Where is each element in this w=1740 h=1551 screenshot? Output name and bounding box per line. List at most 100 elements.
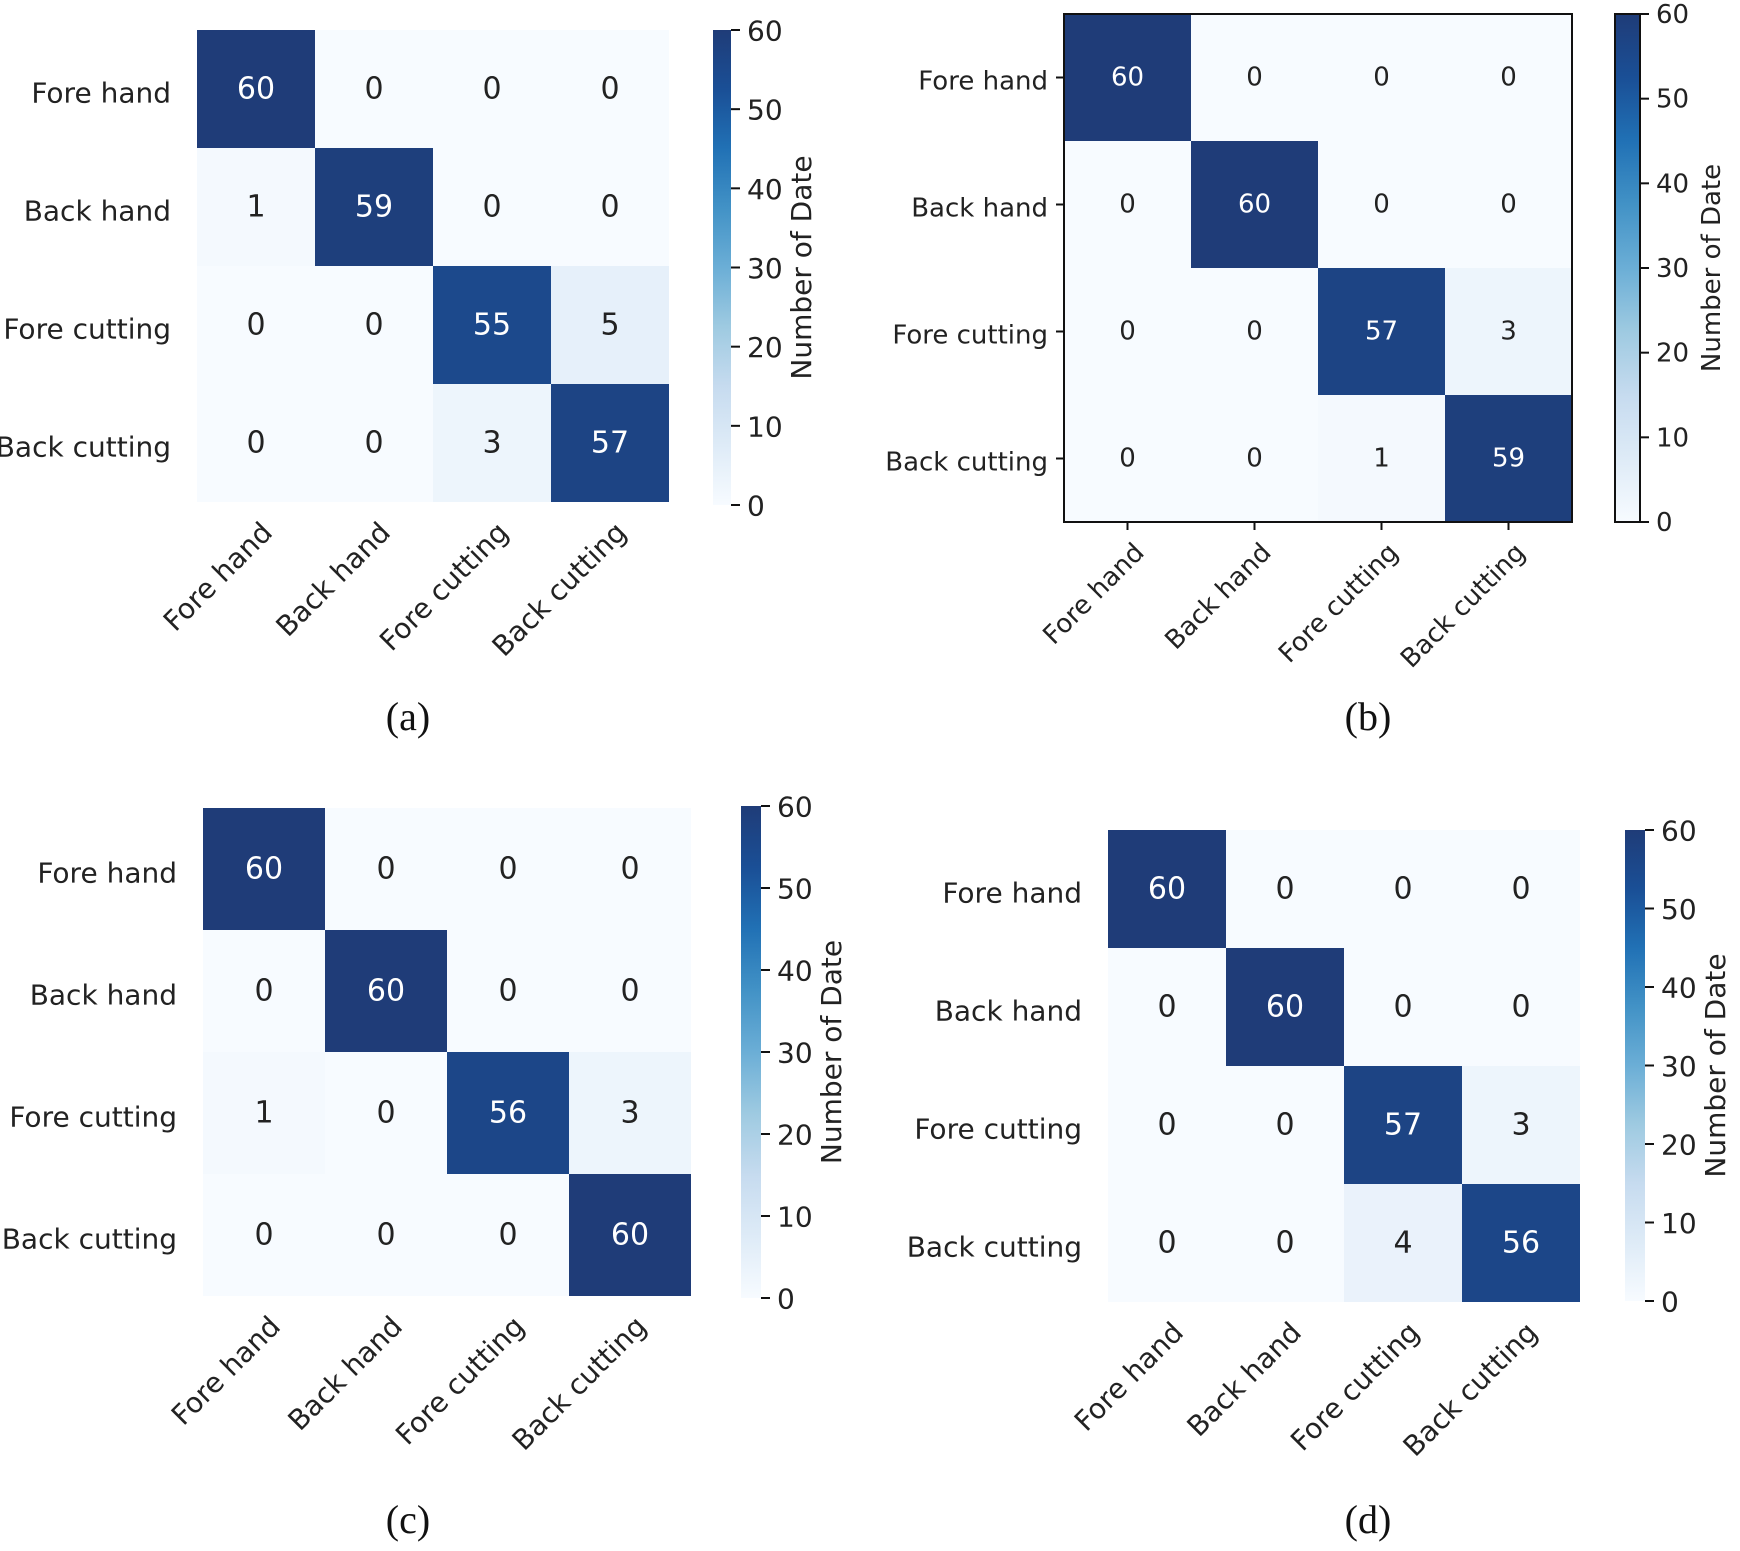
- heatmap-cell: [1462, 948, 1580, 1066]
- x-tick-label: Back hand: [281, 1310, 409, 1438]
- heatmap-cell: [1226, 830, 1344, 948]
- heatmap-cell: [325, 808, 447, 930]
- cell-value-label: 60: [245, 852, 283, 887]
- heatmap-cell: [1462, 1066, 1580, 1184]
- y-tick-label: Back cutting: [0, 431, 171, 464]
- cell-value-label: 60: [1148, 872, 1186, 907]
- heatmap-cell: [1318, 395, 1445, 522]
- heatmap-cell: [197, 266, 315, 384]
- cell-value-label: 60: [1238, 190, 1271, 220]
- colorbar-tick-label: 30: [1656, 254, 1689, 284]
- x-tick-label: Fore cutting: [1273, 538, 1404, 669]
- heatmap-cell: [447, 1052, 569, 1174]
- cell-value-label: 57: [591, 426, 629, 461]
- colorbar-tick-label: 20: [747, 331, 783, 364]
- heatmap-cell: [1462, 830, 1580, 948]
- heatmap-cell: [1108, 1184, 1226, 1302]
- x-tick-label: Back hand: [1160, 538, 1278, 656]
- heatmap-cell: [551, 148, 669, 266]
- cell-value-label: 1: [254, 1096, 273, 1131]
- colorbar-tick-label: 20: [777, 1119, 813, 1152]
- panel-caption: (a): [386, 694, 430, 739]
- heatmap-cell: [433, 148, 551, 266]
- panel-caption: (d): [1345, 1497, 1392, 1542]
- heatmap-cell: [315, 148, 433, 266]
- cell-value-label: 0: [1119, 190, 1136, 220]
- heatmap-cell: [1462, 1184, 1580, 1302]
- heatmap-cell: [447, 930, 569, 1052]
- cell-value-label: 0: [1275, 1108, 1294, 1143]
- heatmap-cell: [1226, 1184, 1344, 1302]
- y-tick-label: Fore cutting: [9, 1101, 177, 1134]
- colorbar-tick-label: 40: [777, 955, 813, 988]
- heatmap-cell: [203, 1052, 325, 1174]
- colorbar-tick-label: 40: [1661, 972, 1697, 1005]
- colorbar-tick-label: 10: [747, 410, 783, 443]
- heatmap-cell: [315, 30, 433, 148]
- heatmap-cell: [1318, 268, 1445, 395]
- cell-value-label: 0: [1373, 190, 1390, 220]
- heatmap-cell: [1344, 830, 1462, 948]
- heatmap-cell: [1064, 141, 1191, 268]
- cell-value-label: 0: [1500, 190, 1517, 220]
- colorbar-tick-label: 20: [1661, 1129, 1697, 1162]
- heatmap-cell: [1191, 141, 1318, 268]
- heatmap-cell: [203, 930, 325, 1052]
- colorbar-label: Number of Date: [1697, 164, 1727, 372]
- x-tick-label: Back cutting: [1395, 538, 1531, 674]
- y-tick-label: Fore hand: [942, 877, 1082, 910]
- heatmap-cell: [433, 384, 551, 502]
- heatmap-cell: [1064, 395, 1191, 522]
- colorbar-tick-label: 10: [1661, 1207, 1697, 1240]
- heatmap-cell: [1191, 395, 1318, 522]
- cell-value-label: 0: [1157, 1108, 1176, 1143]
- colorbar: [713, 30, 731, 505]
- cell-value-label: 55: [473, 308, 511, 343]
- heatmap-cell: [551, 384, 669, 502]
- heatmap-cell: [1226, 948, 1344, 1066]
- heatmap-cell: [1108, 1066, 1226, 1184]
- cell-value-label: 0: [1275, 1226, 1294, 1261]
- cell-value-label: 0: [498, 974, 517, 1009]
- cell-value-label: 59: [1492, 444, 1525, 474]
- colorbar-tick-label: 0: [1656, 508, 1673, 538]
- heatmap-cell: [569, 808, 691, 930]
- colorbar: [1625, 830, 1645, 1301]
- colorbar-label: Number of Date: [785, 155, 818, 379]
- colorbar-tick-label: 60: [777, 791, 813, 824]
- cell-value-label: 0: [376, 1218, 395, 1253]
- cell-value-label: 0: [1500, 63, 1517, 93]
- colorbar-tick-label: 40: [1656, 169, 1689, 199]
- cell-value-label: 0: [600, 190, 619, 225]
- y-tick-label: Fore hand: [31, 77, 171, 110]
- colorbar-tick-label: 40: [747, 173, 783, 206]
- cell-value-label: 1: [246, 190, 265, 225]
- cell-value-label: 3: [620, 1096, 639, 1131]
- heatmap-cell: [203, 808, 325, 930]
- heatmap-cell: [1108, 948, 1226, 1066]
- heatmap-cell: [551, 266, 669, 384]
- x-tick-label: Fore hand: [157, 516, 279, 638]
- cell-value-label: 0: [1511, 872, 1530, 907]
- colorbar-tick-label: 50: [747, 94, 783, 127]
- y-tick-label: Fore cutting: [3, 313, 171, 346]
- heatmap-cell: [1064, 268, 1191, 395]
- cell-value-label: 0: [1275, 872, 1294, 907]
- heatmap-cell: [1318, 14, 1445, 141]
- x-tick-label: Fore hand: [165, 1310, 287, 1432]
- colorbar-tick-label: 10: [1656, 423, 1689, 453]
- y-tick-label: Back hand: [30, 979, 177, 1012]
- cell-value-label: 0: [498, 852, 517, 887]
- heatmap-cell: [569, 930, 691, 1052]
- heatmap-cell: [1108, 830, 1226, 948]
- y-tick-label: Back hand: [911, 194, 1048, 224]
- cell-value-label: 60: [367, 974, 405, 1009]
- x-tick-label: Fore hand: [1038, 538, 1151, 651]
- cell-value-label: 0: [1246, 317, 1263, 347]
- y-tick-label: Fore cutting: [914, 1113, 1082, 1146]
- cell-value-label: 59: [355, 190, 393, 225]
- cell-value-label: 0: [254, 974, 273, 1009]
